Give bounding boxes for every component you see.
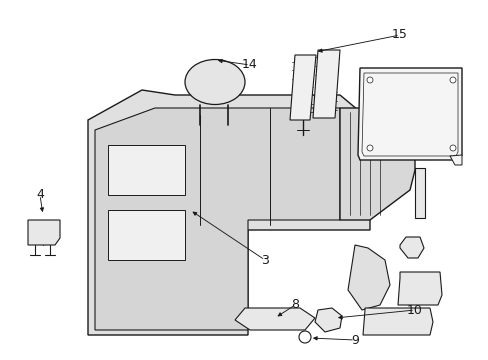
Polygon shape: [414, 168, 424, 218]
Circle shape: [449, 145, 455, 151]
Text: 3: 3: [261, 253, 268, 266]
Text: 15: 15: [391, 28, 407, 41]
Polygon shape: [235, 308, 314, 330]
Text: 8: 8: [290, 298, 298, 311]
Polygon shape: [28, 220, 60, 245]
Polygon shape: [289, 55, 315, 120]
Text: 10: 10: [406, 303, 422, 316]
Circle shape: [298, 331, 310, 343]
Ellipse shape: [184, 59, 244, 104]
Circle shape: [366, 77, 372, 83]
Polygon shape: [362, 308, 432, 335]
Polygon shape: [347, 245, 389, 310]
Polygon shape: [108, 145, 184, 195]
Polygon shape: [397, 272, 441, 305]
Circle shape: [449, 77, 455, 83]
Text: 4: 4: [36, 189, 44, 202]
Polygon shape: [88, 90, 369, 335]
Circle shape: [366, 145, 372, 151]
Polygon shape: [108, 210, 184, 260]
Polygon shape: [339, 108, 414, 220]
Text: 9: 9: [350, 333, 358, 346]
Polygon shape: [312, 50, 339, 118]
Text: 14: 14: [242, 58, 257, 72]
Polygon shape: [399, 237, 423, 258]
Polygon shape: [449, 155, 461, 165]
Polygon shape: [357, 68, 461, 160]
Polygon shape: [95, 108, 339, 330]
Polygon shape: [314, 308, 341, 332]
